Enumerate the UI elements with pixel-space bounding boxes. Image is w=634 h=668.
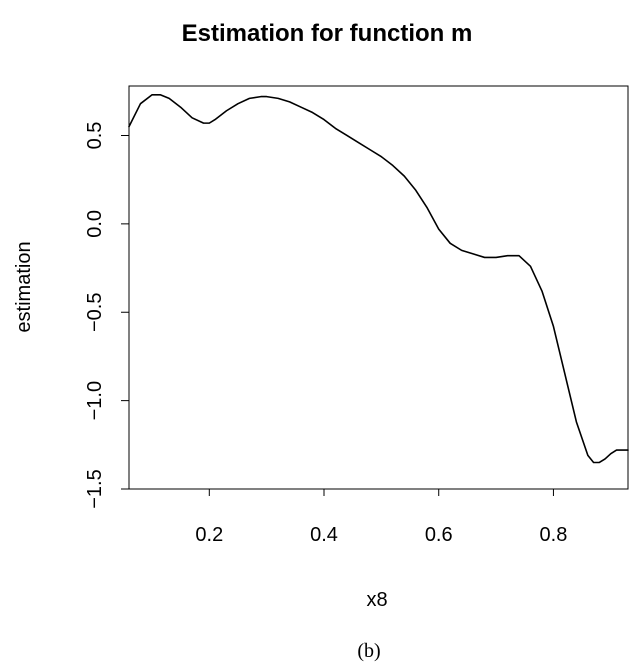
plot-frame <box>128 85 629 490</box>
x-axis-label: x8 <box>366 589 387 611</box>
y-axis: −1.5 −1.0 −0.5 0.0 0.5 <box>84 122 130 509</box>
y-tick-label: 0.0 <box>84 210 106 238</box>
figure-caption: (b) <box>357 640 380 662</box>
estimation-line <box>128 94 629 464</box>
chart-title: Estimation for function m <box>182 20 473 47</box>
x-axis: 0.2 0.4 0.6 0.8 <box>195 488 568 546</box>
y-axis-label: estimation <box>13 241 35 332</box>
y-tick-label: −0.5 <box>84 293 106 332</box>
y-tick-label: −1.0 <box>84 381 106 420</box>
y-tick-label: 0.5 <box>84 122 106 150</box>
x-tick-label: 0.4 <box>310 524 338 546</box>
x-tick-label: 0.2 <box>195 524 223 546</box>
y-tick-label: −1.5 <box>84 469 106 508</box>
x-tick-label: 0.8 <box>540 524 568 546</box>
x-tick-label: 0.6 <box>425 524 453 546</box>
